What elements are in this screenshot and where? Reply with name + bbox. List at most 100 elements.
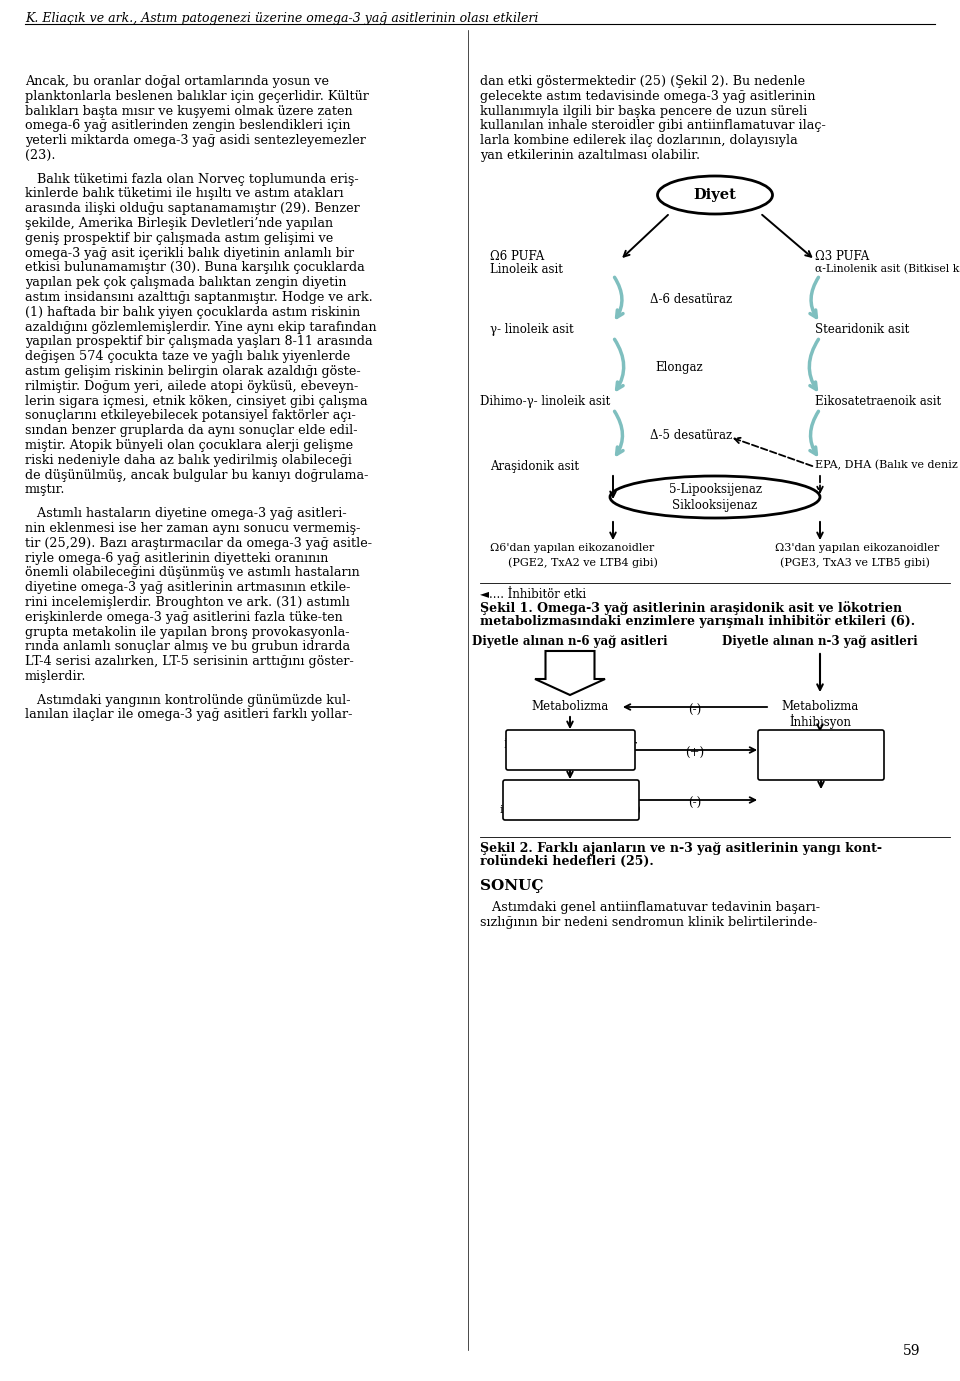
FancyArrowPatch shape — [810, 278, 819, 318]
Text: lanılan ilaçlar ile omega-3 yağ asitleri farklı yollar-: lanılan ilaçlar ile omega-3 yağ asitleri… — [25, 708, 352, 721]
Text: Ancak, bu oranlar doğal ortamlarında yosun ve: Ancak, bu oranlar doğal ortamlarında yos… — [25, 75, 329, 88]
Text: Ω6'dan yapılan eikozanoidler: Ω6'dan yapılan eikozanoidler — [490, 543, 655, 552]
Polygon shape — [535, 650, 605, 695]
Text: metabolizmasındaki enzimlere yarışmalı inhibitör etkileri (6).: metabolizmasındaki enzimlere yarışmalı i… — [480, 615, 915, 628]
Text: Metabolizma: Metabolizma — [781, 700, 858, 713]
Text: EPA, DHA (Balık ve deniz ürünleri): EPA, DHA (Balık ve deniz ürünleri) — [815, 460, 960, 471]
Text: erişkinlerde omega-3 yağ asitlerini fazla tüke-ten: erişkinlerde omega-3 yağ asitlerini fazl… — [25, 610, 343, 624]
Text: (-): (-) — [688, 797, 702, 811]
Text: sonuçlarını etkileyebilecek potansiyel faktörler açı-: sonuçlarını etkileyebilecek potansiyel f… — [25, 410, 356, 423]
Text: Astımlı hastaların diyetine omega-3 yağ asitleri-: Astımlı hastaların diyetine omega-3 yağ … — [25, 507, 347, 521]
Text: rında anlamlı sonuçlar almış ve bu grubun idrarda: rında anlamlı sonuçlar almış ve bu grubu… — [25, 641, 350, 653]
Text: kullanılan inhale steroidler gibi antiinflamatuvar ilaç-: kullanılan inhale steroidler gibi antiin… — [480, 119, 826, 133]
Text: Astımdaki yangının kontrolünde günümüzde kul-: Astımdaki yangının kontrolünde günümüzde… — [25, 693, 350, 707]
Text: ◄.... İnhibitör etki: ◄.... İnhibitör etki — [480, 588, 587, 601]
Text: yapılan prospektif bir çalışmada yaşları 8-11 arasında: yapılan prospektif bir çalışmada yaşları… — [25, 336, 372, 348]
Text: 5-Lipooksijenaz: 5-Lipooksijenaz — [668, 482, 761, 496]
Text: SONUÇ: SONUÇ — [480, 878, 543, 894]
FancyArrowPatch shape — [614, 278, 623, 318]
Text: rolündeki hedefleri (25).: rolündeki hedefleri (25). — [480, 855, 654, 869]
Text: ilaçlar (steroid, LTA4 ant): ilaçlar (steroid, LTA4 ant) — [499, 804, 640, 815]
Text: Diyetle alınan n-6 yağ asitleri: Diyetle alınan n-6 yağ asitleri — [472, 635, 668, 648]
Text: (+): (+) — [685, 747, 705, 760]
Text: nin eklenmesi ise her zaman aynı sonucu vermemiş-: nin eklenmesi ise her zaman aynı sonucu … — [25, 522, 360, 534]
Text: gelecekte astım tedavisinde omega-3 yağ asitlerinin: gelecekte astım tedavisinde omega-3 yağ … — [480, 90, 815, 102]
Text: Diyetle alınan n-3 yağ asitleri: Diyetle alınan n-3 yağ asitleri — [722, 635, 918, 648]
Text: omega-6 yağ asitlerinden zengin beslendikleri için: omega-6 yağ asitlerinden zengin beslendi… — [25, 119, 350, 133]
Text: de düşünülmüş, ancak bulgular bu kanıyı doğrulama-: de düşünülmüş, ancak bulgular bu kanıyı … — [25, 468, 369, 482]
Text: etkisi bulunamamıştır (30). Buna karşılık çocuklarda: etkisi bulunamamıştır (30). Buna karşılı… — [25, 261, 365, 275]
Text: LT-4 serisi azalırken, LT-5 serisinin arttığını göster-: LT-4 serisi azalırken, LT-5 serisinin ar… — [25, 655, 353, 668]
Text: İnhibitör ve antagonist: İnhibitör ve antagonist — [507, 790, 633, 802]
Text: yeterli miktarda omega-3 yağ asidi sentezleyemezler: yeterli miktarda omega-3 yağ asidi sente… — [25, 134, 366, 148]
Text: yapılan pek çok çalışmada balıktan zengin diyetin: yapılan pek çok çalışmada balıktan zengi… — [25, 276, 347, 289]
Text: Eikosatetraenoik asit: Eikosatetraenoik asit — [815, 395, 941, 407]
Text: riyle omega-6 yağ asitlerinin diyetteki oranının: riyle omega-6 yağ asitlerinin diyetteki … — [25, 551, 328, 565]
Text: sızlığının bir nedeni sendromun klinik belirtilerinde-: sızlığının bir nedeni sendromun klinik b… — [480, 916, 817, 929]
Text: azaldığını gözlemlemişlerdir. Yine aynı ekip tarafından: azaldığını gözlemlemişlerdir. Yine aynı … — [25, 320, 376, 334]
Text: Diyet: Diyet — [693, 188, 736, 202]
Text: α-Linolenik asit (Bitkisel kaynaklardan): α-Linolenik asit (Bitkisel kaynaklardan) — [815, 262, 960, 273]
Text: balıkları başta mısır ve kuşyemi olmak üzere zaten: balıkları başta mısır ve kuşyemi olmak ü… — [25, 105, 352, 117]
Text: Ω3'dan yapılan eikozanoidler: Ω3'dan yapılan eikozanoidler — [775, 543, 939, 552]
Text: IL-1β): IL-1β) — [804, 766, 837, 778]
Text: dan etki göstermektedir (25) (Şekil 2). Bu nedenle: dan etki göstermektedir (25) (Şekil 2). … — [480, 75, 805, 88]
FancyBboxPatch shape — [758, 731, 884, 780]
Text: grupta metakolin ile yapılan bronş provokasyonla-: grupta metakolin ile yapılan bronş provo… — [25, 626, 349, 638]
Text: Siklooksijenaz: Siklooksijenaz — [672, 499, 757, 511]
Text: önemli olabileceğini düşünmüş ve astımlı hastaların: önemli olabileceğini düşünmüş ve astımlı… — [25, 566, 360, 580]
Text: (-): (-) — [688, 704, 702, 717]
Text: arasında ilişki olduğu saptanamamıştır (29). Benzer: arasında ilişki olduğu saptanamamıştır (… — [25, 202, 360, 215]
Text: rini incelemişlerdir. Broughton ve ark. (31) astımlı: rini incelemişlerdir. Broughton ve ark. … — [25, 597, 349, 609]
Text: Dihimo-γ- linoleik asit: Dihimo-γ- linoleik asit — [480, 395, 611, 407]
Text: miştir. Atopik bünyeli olan çocuklara alerji gelişme: miştir. Atopik bünyeli olan çocuklara al… — [25, 439, 353, 452]
Text: diyetine omega-3 yağ asitlerinin artmasının etkile-: diyetine omega-3 yağ asitlerinin artması… — [25, 581, 350, 594]
Text: şekilde, Amerika Birleşik Devletleri’nde yapılan: şekilde, Amerika Birleşik Devletleri’nde… — [25, 217, 333, 231]
Text: İnflamatuar mediatörler: İnflamatuar mediatörler — [504, 740, 636, 750]
Text: lerin sigara içmesi, etnik köken, cinsiyet gibi çalışma: lerin sigara içmesi, etnik köken, cinsiy… — [25, 395, 368, 407]
Text: Elongaz: Elongaz — [655, 360, 703, 374]
Text: riski nedeniyle daha az balık yedirilmiş olabileceği: riski nedeniyle daha az balık yedirilmiş… — [25, 454, 352, 467]
Text: geniş prospektif bir çalışmada astım gelişimi ve: geniş prospektif bir çalışmada astım gel… — [25, 232, 333, 244]
Text: Δ-6 desatüraz: Δ-6 desatüraz — [650, 293, 732, 307]
Text: astım insidansını azalttığı saptanmıştır. Hodge ve ark.: astım insidansını azalttığı saptanmıştır… — [25, 291, 372, 304]
Text: rilmiştir. Doğum yeri, ailede atopi öyküsü, ebeveyn-: rilmiştir. Doğum yeri, ailede atopi öykü… — [25, 380, 358, 392]
Text: omega-3 yağ asit içerikli balık diyetinin anlamlı bir: omega-3 yağ asit içerikli balık diyetini… — [25, 247, 354, 260]
FancyArrowPatch shape — [810, 412, 819, 454]
Text: Şekil 2. Farklı ajanların ve n-3 yağ asitlerinin yangı kont-: Şekil 2. Farklı ajanların ve n-3 yağ asi… — [480, 842, 882, 855]
Text: astım gelişim riskinin belirgin olarak azaldığı göste-: astım gelişim riskinin belirgin olarak a… — [25, 365, 361, 378]
Text: (PGE2, TxA2 ve LTB4 gibi): (PGE2, TxA2 ve LTB4 gibi) — [508, 557, 658, 568]
FancyArrowPatch shape — [614, 412, 623, 454]
FancyArrowPatch shape — [614, 340, 624, 389]
FancyBboxPatch shape — [506, 731, 635, 771]
Text: (PGE2, LTB4, TXA2): (PGE2, LTB4, TXA2) — [515, 754, 626, 764]
FancyArrowPatch shape — [809, 340, 819, 389]
Text: sından benzer gruplarda da aynı sonuçlar elde edil-: sından benzer gruplarda da aynı sonuçlar… — [25, 424, 357, 438]
Text: (23).: (23). — [25, 149, 56, 162]
Text: K. Eliaçık ve ark., Astım patogenezi üzerine omega-3 yağ asitlerinin olası etkil: K. Eliaçık ve ark., Astım patogenezi üze… — [25, 12, 539, 25]
Text: mişlerdir.: mişlerdir. — [25, 670, 86, 684]
Text: (PGE3, TxA3 ve LTB5 gibi): (PGE3, TxA3 ve LTB5 gibi) — [780, 557, 930, 568]
Text: Δ-5 desatüraz: Δ-5 desatüraz — [650, 429, 732, 442]
Text: mıştır.: mıştır. — [25, 483, 65, 497]
Text: İnhibisyon: İnhibisyon — [789, 714, 851, 729]
Text: Şekil 1. Omega-3 yağ asitlerinin araşidonik asit ve lökotrien: Şekil 1. Omega-3 yağ asitlerinin araşido… — [480, 601, 902, 615]
Text: Stearidonik asit: Stearidonik asit — [815, 323, 909, 336]
Text: Balık tüketimi fazla olan Norveç toplumunda eriş-: Balık tüketimi fazla olan Norveç toplumu… — [25, 173, 359, 185]
Text: tir (25,29). Bazı araştırmacılar da omega-3 yağ asitle-: tir (25,29). Bazı araştırmacılar da omeg… — [25, 537, 372, 550]
Text: mediatörler (TNF-α ve: mediatörler (TNF-α ve — [759, 754, 882, 764]
Text: değişen 574 çocukta taze ve yağlı balık yiyenlerde: değişen 574 çocukta taze ve yağlı balık … — [25, 351, 350, 363]
Text: γ- linoleik asit: γ- linoleik asit — [490, 323, 574, 336]
Text: İnflamatuar peptid: İnflamatuar peptid — [769, 740, 873, 753]
Text: kinlerde balık tüketimi ile hışıltı ve astım atakları: kinlerde balık tüketimi ile hışıltı ve a… — [25, 188, 344, 200]
Text: kullanımıyla ilgili bir başka pencere de uzun süreli: kullanımıyla ilgili bir başka pencere de… — [480, 105, 807, 117]
Text: Metabolizma: Metabolizma — [532, 700, 609, 713]
Text: larla kombine edilerek ilaç dozlarının, dolayısıyla: larla kombine edilerek ilaç dozlarının, … — [480, 134, 798, 148]
Text: planktonlarla beslenen balıklar için geçerlidir. Kültür: planktonlarla beslenen balıklar için geç… — [25, 90, 369, 102]
Text: (1) haftada bir balık yiyen çocuklarda astım riskinin: (1) haftada bir balık yiyen çocuklarda a… — [25, 305, 360, 319]
Text: Araşidonik asit: Araşidonik asit — [490, 460, 579, 474]
Text: yan etkilerinin azaltılması olabilir.: yan etkilerinin azaltılması olabilir. — [480, 149, 700, 162]
Text: 59: 59 — [902, 1344, 920, 1358]
Text: Ω6 PUFA: Ω6 PUFA — [490, 250, 544, 262]
FancyBboxPatch shape — [503, 780, 639, 820]
